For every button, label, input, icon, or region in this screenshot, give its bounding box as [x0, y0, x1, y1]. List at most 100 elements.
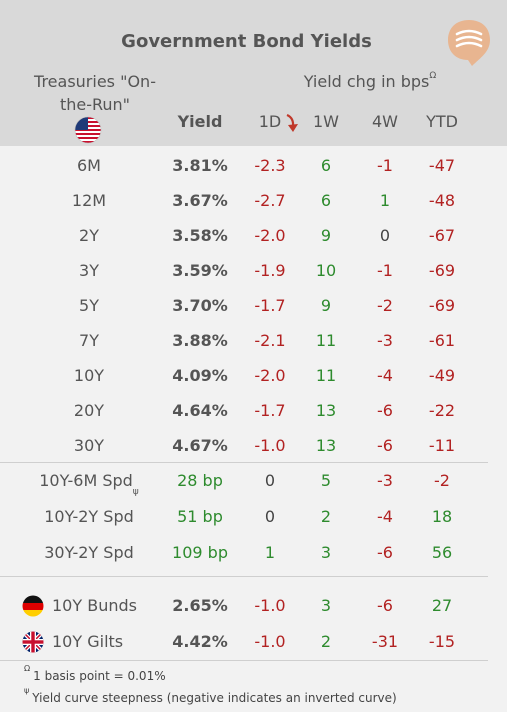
yield-column-header: Yield — [177, 112, 223, 131]
germany-flag-icon — [22, 595, 44, 617]
change-4w: -1 — [377, 261, 393, 280]
change-4w: -1 — [377, 156, 393, 175]
table-row[interactable]: 7Y 3.88% -2.1 11 -3 -61 — [0, 323, 507, 358]
sort-descending-arrow-icon — [286, 113, 298, 132]
yield-value: 3.59% — [172, 261, 228, 280]
psi-footnote-marker: ψ — [132, 487, 139, 497]
brand-logo-icon — [448, 20, 490, 66]
column-header-1d[interactable]: 1D — [258, 112, 282, 131]
change-ytd: -2 — [434, 471, 450, 490]
yield-value: 3.58% — [172, 226, 228, 245]
change-4w: -6 — [377, 596, 393, 615]
table-row[interactable]: 10Y Gilts 4.42% -1.0 2 -31 -15 — [0, 624, 507, 659]
omega-footnote-marker: Ω — [429, 70, 437, 81]
change-4w: -4 — [377, 366, 393, 385]
row-label-text: 10Y-6M Spd — [39, 471, 133, 490]
table-row[interactable]: 10Y-6M Spdψ 28 bp 0 5 -3 -2 — [0, 463, 507, 498]
change-1w: 13 — [315, 436, 337, 455]
table-row[interactable]: 20Y 4.64% -1.7 13 -6 -22 — [0, 393, 507, 428]
change-ytd: -69 — [428, 261, 456, 280]
change-1d: -2.3 — [254, 156, 286, 175]
table-row[interactable]: 30Y 4.67% -1.0 13 -6 -11 — [0, 428, 507, 463]
table-row[interactable]: 5Y 3.70% -1.7 9 -2 -69 — [0, 288, 507, 323]
yield-value: 4.64% — [172, 401, 228, 420]
change-1w: 3 — [320, 596, 332, 615]
change-1d: 0 — [264, 471, 276, 490]
table-row[interactable]: 10Y-2Y Spd 51 bp 0 2 -4 18 — [0, 499, 507, 534]
row-label-text: 30Y-2Y Spd — [44, 543, 134, 562]
change-1w: 11 — [315, 366, 337, 385]
change-1d: -1.0 — [254, 436, 286, 455]
row-label: 12M — [71, 191, 107, 210]
change-1d: -2.1 — [254, 331, 286, 350]
section-divider — [0, 576, 488, 577]
footnote-symbol: Ω — [24, 664, 31, 673]
table-row[interactable]: 2Y 3.58% -2.0 9 0 -67 — [0, 218, 507, 253]
section-divider — [0, 660, 488, 661]
footnote-text: 1 basis point = 0.01% — [33, 669, 166, 683]
table-row[interactable]: 10Y Bunds 2.65% -1.0 3 -6 27 — [0, 588, 507, 623]
yield-value: 109 bp — [172, 543, 228, 562]
row-label: 5Y — [79, 296, 99, 315]
row-label: 2Y — [79, 226, 99, 245]
change-ytd: -49 — [428, 366, 456, 385]
change-ytd: 27 — [431, 596, 453, 615]
treasuries-label: Treasuries "On-the-Run" — [34, 72, 156, 114]
change-ytd: -47 — [428, 156, 456, 175]
row-label: 6M — [77, 156, 101, 175]
yield-value: 3.88% — [172, 331, 228, 350]
row-label: 10Y — [73, 366, 105, 385]
change-1w: 6 — [320, 156, 332, 175]
yield-change-header: Yield chg in bpsΩ — [240, 70, 500, 91]
row-label: 7Y — [79, 331, 99, 350]
change-1w: 10 — [315, 261, 337, 280]
footnote-symbol: ψ — [24, 686, 30, 695]
yield-value: 2.65% — [172, 596, 228, 615]
table-row[interactable]: 12M 3.67% -2.7 6 1 -48 — [0, 183, 507, 218]
change-ytd: -15 — [428, 632, 456, 651]
change-1w: 13 — [315, 401, 337, 420]
yield-change-label: Yield chg in bps — [303, 72, 430, 91]
table-row[interactable]: 3Y 3.59% -1.9 10 -1 -69 — [0, 253, 507, 288]
change-4w: -6 — [377, 436, 393, 455]
change-1d: -1.7 — [254, 401, 286, 420]
row-label: 10Y Bunds — [52, 596, 137, 615]
table-row[interactable]: 6M 3.81% -2.3 6 -1 -47 — [0, 148, 507, 183]
change-1w: 9 — [320, 296, 332, 315]
change-1w: 5 — [320, 471, 332, 490]
footnote-curve-steepness: ψYield curve steepness (negative indicat… — [24, 686, 397, 705]
yield-value: 4.67% — [172, 436, 228, 455]
yield-value: 28 bp — [177, 471, 223, 490]
change-1d: -2.7 — [254, 191, 286, 210]
uk-flag-icon — [22, 631, 44, 653]
table-row[interactable]: 30Y-2Y Spd 109 bp 1 3 -6 56 — [0, 535, 507, 570]
row-label: 30Y-2Y Spd — [14, 543, 164, 562]
change-ytd: -11 — [428, 436, 456, 455]
yield-value: 4.42% — [172, 632, 228, 651]
change-1w: 6 — [320, 191, 332, 210]
change-4w: -6 — [377, 401, 393, 420]
us-flag-icon — [74, 116, 102, 144]
change-4w: -4 — [377, 507, 393, 526]
change-ytd: 18 — [431, 507, 453, 526]
change-4w: -6 — [377, 543, 393, 562]
change-1d: -1.7 — [254, 296, 286, 315]
page-title: Government Bond Yields — [121, 31, 372, 52]
change-ytd: -61 — [428, 331, 456, 350]
change-ytd: -67 — [428, 226, 456, 245]
change-1w: 2 — [320, 507, 332, 526]
row-label: 30Y — [73, 436, 105, 455]
change-1w: 3 — [320, 543, 332, 562]
column-header-4w[interactable]: 4W — [372, 112, 398, 131]
change-1d: -2.0 — [254, 366, 286, 385]
change-ytd: -48 — [428, 191, 456, 210]
table-row[interactable]: 10Y 4.09% -2.0 11 -4 -49 — [0, 358, 507, 393]
column-header-1w[interactable]: 1W — [313, 112, 339, 131]
change-ytd: 56 — [431, 543, 453, 562]
footnote-basis-point: Ω1 basis point = 0.01% — [24, 664, 166, 683]
section-divider — [0, 462, 488, 463]
row-label: 20Y — [73, 401, 105, 420]
yield-value: 3.70% — [172, 296, 228, 315]
column-header-ytd[interactable]: YTD — [426, 112, 458, 131]
change-1w: 2 — [320, 632, 332, 651]
